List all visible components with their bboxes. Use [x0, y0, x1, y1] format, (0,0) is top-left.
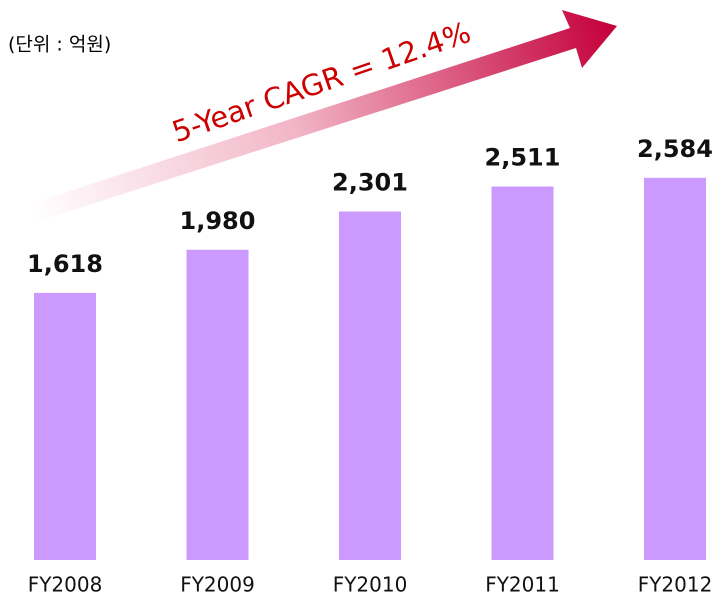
x-tick-label: FY2009: [180, 573, 255, 597]
x-tick-label: FY2011: [485, 573, 560, 597]
bar: [339, 211, 401, 560]
unit-label: (단위 : 억원): [8, 34, 111, 56]
bar: [491, 186, 554, 561]
value-label: 2,584: [637, 135, 713, 163]
value-label: 2,511: [485, 144, 561, 172]
value-label: 1,618: [27, 250, 103, 278]
trend-arrow: [30, 10, 617, 222]
value-label: 2,301: [332, 169, 408, 197]
x-tick-label: FY2008: [28, 573, 103, 597]
value-label: 1,980: [180, 207, 256, 235]
bar: [34, 292, 96, 560]
bar: [644, 177, 706, 560]
x-tick-label: FY2012: [638, 573, 713, 597]
x-tick-label: FY2010: [333, 573, 408, 597]
bar: [186, 249, 249, 561]
